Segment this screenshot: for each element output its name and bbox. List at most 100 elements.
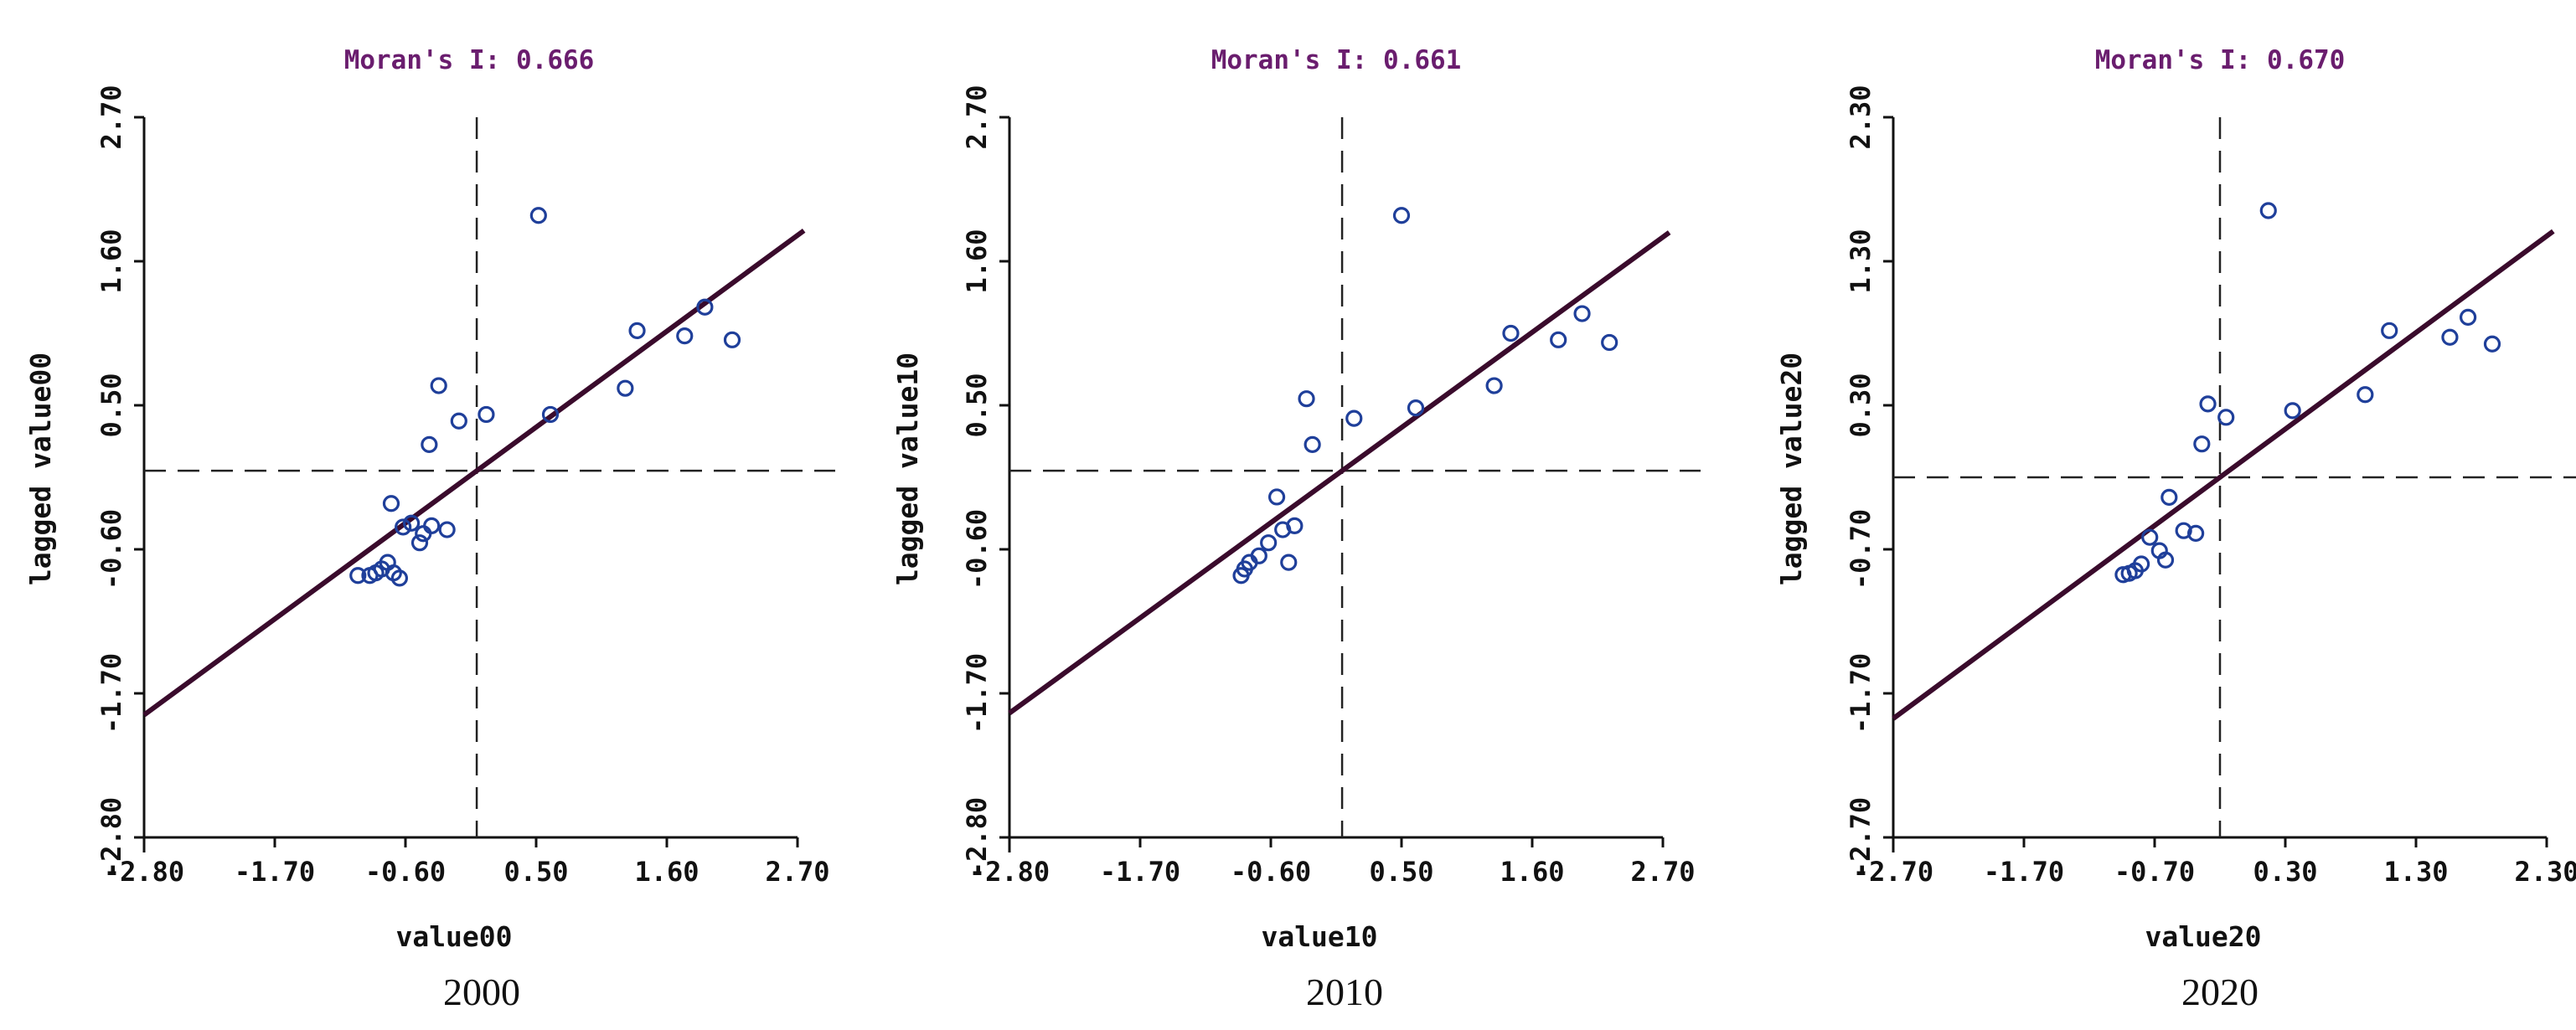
x-tick-label: 0.50 xyxy=(1369,856,1433,888)
x-tick-label: -2.80 xyxy=(969,856,1050,888)
x-tick-label: 1.60 xyxy=(634,856,699,888)
x-tick-label: 2.30 xyxy=(2514,856,2576,888)
data-point xyxy=(478,405,495,424)
data-point xyxy=(1601,333,1618,352)
data-point xyxy=(423,517,441,534)
y-tick-label: -1.70 xyxy=(1845,653,1877,734)
data-point xyxy=(382,495,400,512)
data-point xyxy=(1280,554,1298,571)
data-point xyxy=(2133,555,2150,573)
x-tick-label: 1.60 xyxy=(1500,856,1564,888)
chart-title: Moran's I: 0.666 xyxy=(344,45,595,75)
data-point xyxy=(1502,324,1520,342)
data-point xyxy=(430,377,447,394)
data-point xyxy=(2175,522,2192,539)
x-tick-label: -0.70 xyxy=(2114,856,2195,888)
data-point xyxy=(1260,534,1278,552)
scatter-panel-2020: Moran's I: 0.670 -2.70 -1.70 -0.70 0.30 1.30 2… xyxy=(1775,45,2576,1013)
data-point xyxy=(723,331,741,348)
y-tick-label: -1.70 xyxy=(961,653,993,734)
data-point xyxy=(1298,390,1315,408)
regression-line xyxy=(1892,229,2555,721)
data-point xyxy=(1267,488,1286,506)
y-axis-label: lagged value20 xyxy=(1775,353,1808,585)
y-tick-label: 1.60 xyxy=(961,229,993,293)
data-point xyxy=(390,569,409,587)
chart-title: Moran's I: 0.661 xyxy=(1211,45,1462,75)
data-point xyxy=(1286,517,1303,534)
data-point xyxy=(2381,322,2398,339)
y-tick-label: 1.30 xyxy=(1845,229,1877,293)
y-tick-label: 0.30 xyxy=(1845,373,1877,437)
data-point xyxy=(410,534,429,552)
y-axis-label: lagged value10 xyxy=(891,353,924,585)
data-point xyxy=(2483,335,2501,353)
data-point xyxy=(2357,386,2374,404)
data-point xyxy=(1303,435,1321,454)
y-tick-label: -0.60 xyxy=(961,509,993,590)
x-tick-label: 2.70 xyxy=(1630,856,1695,888)
data-point xyxy=(438,521,456,538)
data-point xyxy=(2193,435,2211,453)
data-point xyxy=(349,567,367,585)
data-point xyxy=(1573,305,1591,322)
data-point xyxy=(1550,331,1567,348)
regression-line xyxy=(1008,230,1671,716)
data-point xyxy=(2199,395,2217,413)
y-tick-label: -1.70 xyxy=(96,653,127,734)
y-tick-label: 2.70 xyxy=(961,85,993,149)
data-point xyxy=(450,412,467,430)
x-tick-label: 2.70 xyxy=(765,856,829,888)
data-point xyxy=(696,298,714,316)
data-point xyxy=(2460,308,2477,326)
x-tick-label: -1.70 xyxy=(235,856,315,888)
regression-line xyxy=(142,228,806,718)
x-tick-label: -1.70 xyxy=(1984,856,2064,888)
data-point xyxy=(541,405,560,424)
data-point xyxy=(1407,399,1425,417)
year-caption: 2020 xyxy=(2181,971,2259,1013)
data-point xyxy=(395,518,412,536)
y-tick-label: 1.60 xyxy=(96,229,127,293)
y-tick-label: -0.70 xyxy=(1845,509,1877,590)
data-point xyxy=(529,207,547,224)
chart-title: Moran's I: 0.670 xyxy=(2095,45,2346,75)
x-tick-label: -0.60 xyxy=(1231,856,1311,888)
x-axis-label: value00 xyxy=(395,920,512,953)
data-point xyxy=(2160,488,2178,506)
y-tick-label: -2.70 xyxy=(1845,797,1877,878)
year-caption: 2010 xyxy=(1306,971,1383,1013)
data-point xyxy=(2141,528,2159,546)
x-tick-label: 0.30 xyxy=(2253,856,2317,888)
x-tick-label: -2.70 xyxy=(1853,856,1933,888)
y-axis-label: lagged value00 xyxy=(24,353,57,585)
data-point xyxy=(2441,328,2459,346)
data-point xyxy=(617,379,634,397)
x-axis-label: value10 xyxy=(1261,920,1377,953)
data-point xyxy=(402,514,421,532)
data-point xyxy=(1392,207,1411,224)
scatter-panel-2010: Moran's I: 0.661 -2.80 -1.70 -0.60 0.50 1.60 2… xyxy=(891,45,1701,1013)
data-point xyxy=(1250,547,1267,564)
data-point xyxy=(421,435,438,454)
data-point xyxy=(1345,409,1363,427)
data-point xyxy=(415,525,432,543)
y-tick-label: -0.60 xyxy=(96,509,127,590)
y-tick-label: 2.70 xyxy=(96,85,127,149)
x-tick-label: -1.70 xyxy=(1100,856,1180,888)
data-point xyxy=(1485,377,1503,394)
data-point xyxy=(2259,202,2277,219)
x-axis-label: value20 xyxy=(2145,920,2261,953)
y-tick-label: -2.80 xyxy=(961,797,993,878)
x-tick-label: 0.50 xyxy=(503,856,568,888)
data-point xyxy=(628,322,646,339)
x-tick-label: 1.30 xyxy=(2383,856,2448,888)
y-tick-label: 0.50 xyxy=(96,373,127,437)
y-tick-label: 2.30 xyxy=(1845,85,1877,149)
x-tick-label: -2.80 xyxy=(104,856,184,888)
data-point xyxy=(2284,402,2301,420)
data-point xyxy=(2187,524,2205,542)
data-point xyxy=(2156,551,2175,569)
data-point xyxy=(676,327,694,345)
